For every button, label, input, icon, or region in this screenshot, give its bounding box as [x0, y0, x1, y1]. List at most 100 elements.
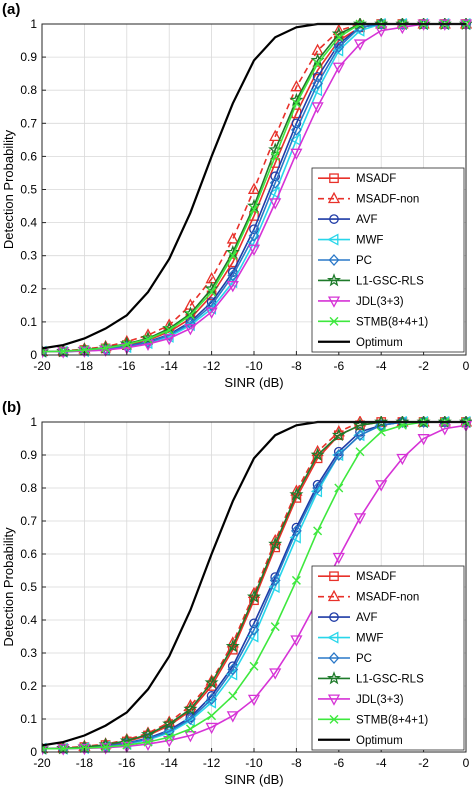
series-mwf-point — [289, 133, 301, 146]
series-jdl-3-3-point — [226, 711, 239, 723]
legend-pc-label: PC — [356, 653, 372, 665]
series-stmb-8-4-1-point — [143, 334, 153, 344]
series-stmb-8-4-1-point — [355, 447, 365, 457]
series-stmb-8-4-1-point — [207, 711, 217, 721]
series-stmb-8-4-1-point — [270, 151, 280, 161]
series-jdl-3-3-point — [226, 281, 239, 293]
series-l1-gsc-rls-point — [140, 727, 156, 741]
legend-mwf: MWF — [318, 631, 383, 645]
legend-pc: PC — [318, 652, 372, 665]
series-l1-gsc-rls-point — [331, 427, 346, 442]
legend-optimum-label: Optimum — [356, 735, 403, 747]
y-tick-label: 1 — [30, 415, 37, 429]
legend-msadf-marker — [329, 571, 339, 582]
series-jdl-3-3-point — [247, 244, 261, 256]
series-l1-gsc-rls-point — [374, 416, 389, 428]
legend-optimum: Optimum — [318, 735, 403, 747]
y-tick-label: 0 — [30, 745, 37, 759]
legend-avf: AVF — [318, 612, 378, 624]
x-tick-label: -12 — [203, 756, 221, 770]
series-pc-point — [227, 663, 239, 676]
series-l1-gsc-rls-point — [331, 26, 346, 40]
x-tick-label: -18 — [76, 359, 94, 373]
series-jdl-3-3-point — [438, 424, 451, 436]
series-msadf-non-point — [42, 741, 49, 754]
legend-l1-gsc-rls-label: L1-GSC-RLS — [356, 673, 424, 685]
y-tick-label: 0.3 — [20, 646, 37, 660]
x-tick-label: -14 — [161, 756, 179, 770]
series-l1-gsc-rls-point — [162, 716, 177, 730]
series-stmb-8-4-1-point — [122, 740, 132, 750]
legend: MSADF MSADF-non AVF MWF PC L1-GSC-RLS JDL(3+3)… — [311, 565, 465, 751]
legend-jdl-3-3-label: JDL(3+3) — [356, 694, 404, 706]
x-tick-label: -2 — [418, 756, 429, 770]
legend-mwf: MWF — [318, 233, 383, 247]
series-msadf-non-point — [290, 80, 303, 92]
series-jdl-3-3-point — [417, 434, 430, 446]
legend-mwf-marker — [327, 631, 339, 644]
series-jdl-3-3-line — [42, 23, 466, 353]
series-stmb-8-4-1-point — [101, 343, 111, 353]
y-axis-label: Detection Probability — [1, 129, 16, 249]
y-tick-label: 1 — [30, 17, 37, 31]
legend-mwf-label: MWF — [356, 235, 383, 247]
series-stmb-8-4-1-point — [291, 575, 301, 585]
series-stmb-8-4-1-point — [207, 287, 217, 297]
x-tick-label: -6 — [333, 359, 344, 373]
series-pc-point — [333, 449, 345, 461]
series-stmb-8-4-1-point — [58, 346, 68, 356]
series-jdl-3-3-point — [57, 347, 70, 359]
series-msadf-non-point — [247, 182, 261, 194]
series-pc-point — [291, 123, 302, 136]
legend-l1-gsc-rls-label: L1-GSC-RLS — [356, 275, 424, 287]
series-stmb-8-4-1-point — [79, 345, 89, 355]
legend-jdl-3-3: JDL(3+3) — [318, 694, 404, 706]
series-stmb-8-4-1-point — [164, 732, 174, 742]
series-pc-point — [206, 299, 217, 312]
series-jdl-3-3-point — [141, 339, 155, 351]
series-msadf-non-point — [226, 232, 239, 244]
x-tick-label: -2 — [418, 359, 429, 373]
series-pc-point — [206, 693, 217, 706]
legend-msadf-non-label: MSADF-non — [356, 194, 419, 206]
series-jdl-3-3-point — [247, 694, 261, 707]
series-l1-gsc-rls-point — [395, 416, 410, 428]
series-l1-gsc-rls-point — [119, 336, 134, 350]
series-pc-point — [354, 429, 366, 442]
legend-msadf-non: MSADF-non — [318, 589, 419, 604]
legend-stmb-8-4-1: STMB(8+4+1) — [318, 316, 428, 328]
legend-l1-gsc-rls-marker — [327, 273, 341, 287]
y-tick-label: 0.5 — [20, 580, 37, 594]
y-tick-label: 0.1 — [20, 712, 37, 726]
series-pc-point — [248, 623, 260, 636]
series-jdl-3-3 — [42, 19, 472, 359]
series-l1-gsc-rls-point — [310, 447, 325, 461]
series-stmb-8-4-1-point — [334, 483, 344, 493]
x-tick-label: 0 — [463, 359, 470, 373]
series-stmb-8-4-1-point — [143, 737, 153, 747]
series-l1-gsc-rls-point — [416, 416, 431, 428]
legend-mwf-label: MWF — [356, 633, 383, 645]
series-stmb-8-4-1-point — [270, 622, 280, 632]
y-tick-label: 0.7 — [20, 116, 37, 130]
legend-stmb-8-4-1-label: STMB(8+4+1) — [356, 714, 428, 726]
series-jdl-3-3-point — [205, 307, 218, 319]
series-stmb-8-4-1-point — [249, 204, 259, 214]
legend-msadf: MSADF — [318, 173, 396, 185]
y-tick-label: 0.4 — [20, 216, 37, 230]
series-l1-gsc-rls-point — [352, 18, 368, 30]
x-tick-label: -20 — [33, 359, 51, 373]
legend-stmb-8-4-1-marker — [329, 714, 339, 724]
legend-jdl-3-3: JDL(3+3) — [318, 296, 404, 308]
series-l1-gsc-rls-point — [204, 675, 219, 689]
series-avf-point — [291, 118, 302, 129]
x-tick-label: -4 — [376, 359, 387, 373]
series-pc-point — [269, 574, 281, 587]
series-msadf-non-point — [269, 129, 282, 141]
x-tick-label: -18 — [76, 756, 94, 770]
x-axis-label: SINR (dB) — [224, 375, 283, 390]
legend-stmb-8-4-1-marker — [329, 316, 339, 326]
x-tick-label: -10 — [245, 756, 263, 770]
series-l1-gsc-rls-point — [352, 417, 368, 432]
